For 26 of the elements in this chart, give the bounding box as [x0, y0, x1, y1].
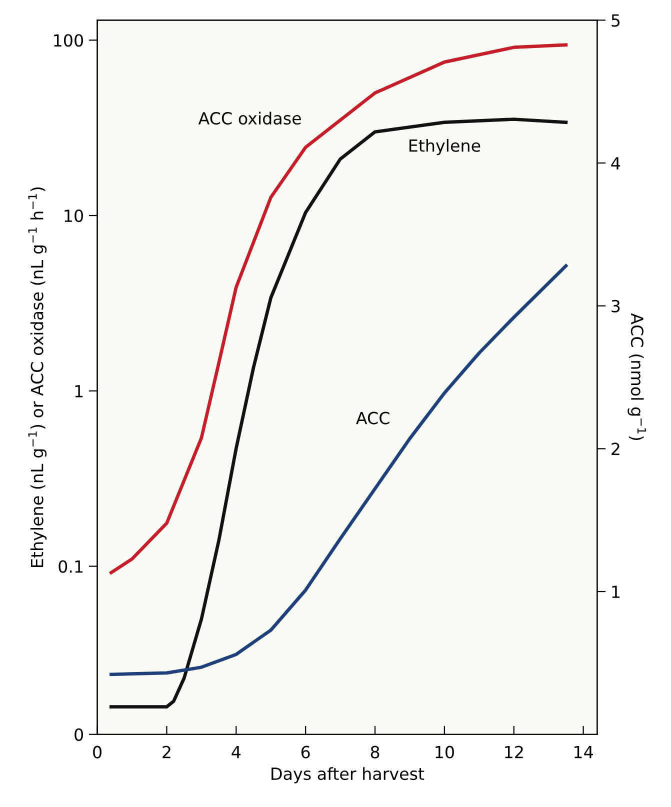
- series-label: Ethylene: [409, 138, 480, 156]
- y2-tick-label: 3: [612, 300, 620, 312]
- x-tick-label: 8: [370, 746, 380, 758]
- y-tick-label: 1: [75, 385, 83, 398]
- x-tick-label: 12: [505, 746, 523, 758]
- y-axis-title: Ethylene (nL g$^{−1}$) or ACC oxidase (nL g$^{−1}$ h$^{−1}$): [28, 187, 47, 567]
- y-tick-label: 10: [64, 209, 83, 222]
- y2-tick-label: 4: [611, 157, 620, 170]
- x-tick-label: 10: [436, 746, 454, 758]
- x-axis-title: Days after harvest: [272, 767, 424, 784]
- y2-axis-title: ACC (nmol g$^{−1}$): [628, 313, 646, 440]
- line-series: [110, 264, 568, 676]
- x-tick-label: 6: [301, 746, 310, 758]
- series-label: ACC oxidase: [198, 112, 301, 125]
- x-tick-label: 14: [574, 746, 593, 758]
- line-series: [110, 43, 568, 574]
- x-tick-label: 2: [162, 746, 170, 758]
- y-tick-label: 0.1: [58, 560, 83, 573]
- series-label: ACC: [356, 412, 390, 424]
- y-tick-label: 0: [74, 728, 83, 741]
- y2-tick-label: 5: [612, 14, 620, 27]
- y-tick-label: 100: [54, 34, 83, 47]
- x-tick-label: 4: [232, 746, 241, 758]
- y2-tick-label: 2: [612, 442, 620, 456]
- x-tick-label: 0: [93, 746, 102, 758]
- y2-tick-label: 1: [612, 586, 620, 598]
